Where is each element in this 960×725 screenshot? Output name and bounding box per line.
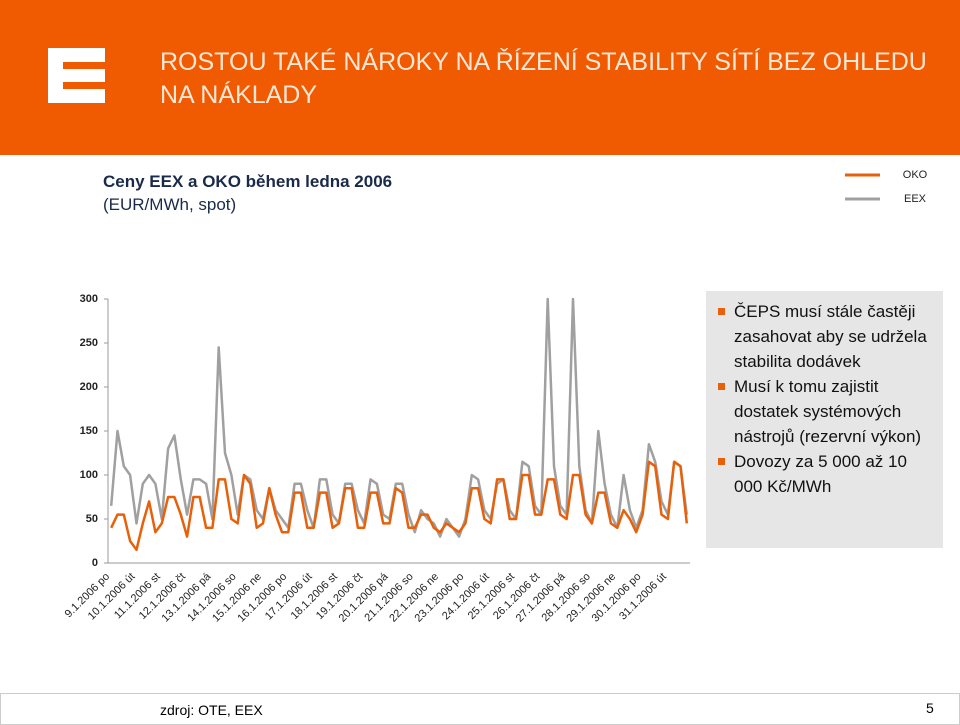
logo — [48, 48, 105, 103]
series-line — [110, 460, 689, 552]
source: zdroj: OTE, EEX — [160, 702, 263, 718]
y-tick-label: 0 — [92, 557, 98, 569]
legend-label: EEX — [904, 193, 927, 205]
bullet: Dovozy za 5 000 až 10 000 Kč/MWh — [718, 449, 933, 499]
y-tick-label: 250 — [80, 337, 98, 349]
bullet-list: ČEPS musí stále častěji zasahovat aby se… — [706, 291, 943, 499]
y-tick-label: 150 — [80, 425, 98, 437]
y-tick-label: 100 — [80, 469, 98, 481]
title-line: NA NÁKLADY — [160, 81, 318, 109]
bullet: ČEPS musí stále častěji zasahovat aby se… — [718, 299, 933, 374]
chart-heading: Ceny EEX a OKO během ledna 2006 (EUR/MWh… — [103, 170, 392, 216]
header: ROSTOU TAKÉ NÁROKY NA ŘÍZENÍ STABILITY S… — [0, 0, 960, 155]
footer — [0, 693, 960, 725]
bullet-box: ČEPS musí stále častěji zasahovat aby se… — [706, 291, 943, 548]
y-tick-label: 50 — [86, 513, 98, 525]
slide-title: ROSTOU TAKÉ NÁROKY NA ŘÍZENÍ STABILITY S… — [160, 46, 927, 112]
page-number: 5 — [926, 700, 934, 716]
title-line: ROSTOU TAKÉ NÁROKY NA ŘÍZENÍ STABILITY S… — [160, 48, 927, 76]
chart-subtitle: (EUR/MWh, spot) — [103, 195, 237, 214]
y-tick-label: 300 — [80, 293, 98, 305]
bullet: Musí k tomu zajistit dostatek systémovýc… — [718, 374, 933, 449]
y-tick-label: 200 — [80, 381, 98, 393]
chart-title: Ceny EEX a OKO během ledna 2006 — [103, 172, 393, 191]
legend-label: OKO — [903, 169, 928, 181]
series-line — [109, 297, 689, 538]
